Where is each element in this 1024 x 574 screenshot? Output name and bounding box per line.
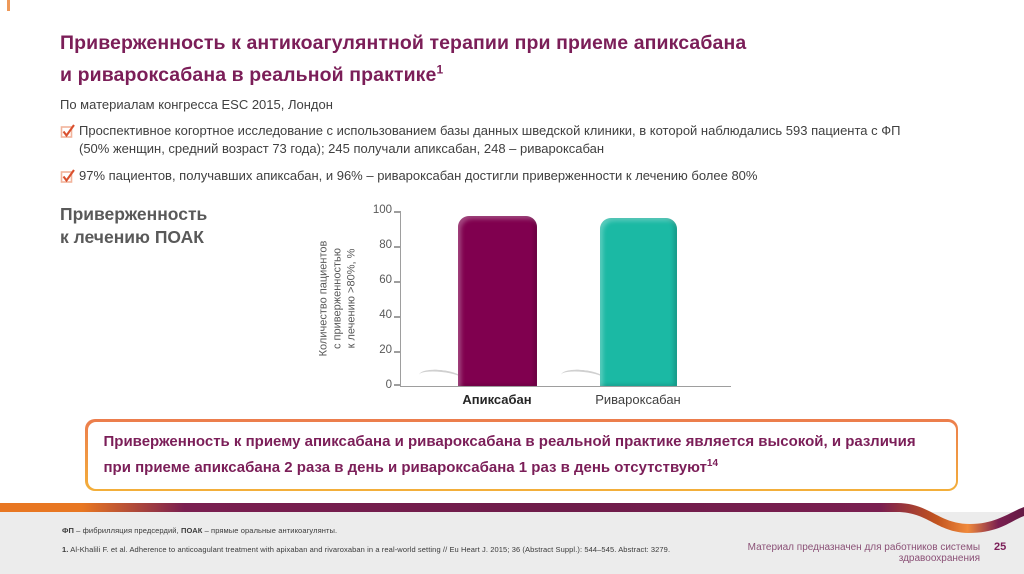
- bullet-list: Проспективное когортное исследование с и…: [60, 122, 920, 198]
- conclusion-superscript: 14: [706, 457, 719, 469]
- bullet-item-study: Проспективное когортное исследование с и…: [60, 122, 920, 158]
- ribbon-wave-decoration: [0, 503, 1024, 533]
- title-superscript: 1: [436, 62, 444, 76]
- title-line1: Приверженность к антикоагулянтной терапи…: [60, 32, 746, 54]
- bar-base-shadow: [418, 367, 464, 387]
- reference-number: 1.: [62, 545, 69, 554]
- x-category-label-rivaroxaban: Ривароксабан: [595, 392, 681, 407]
- checkbox-check-icon: [60, 123, 76, 144]
- conclusion-bold: апиксабана: [304, 432, 391, 450]
- conclusion-part: 2 раза в день и ривароксабана 1 раз в де…: [280, 458, 707, 476]
- y-tick-mark: [394, 384, 400, 386]
- conclusion-highlight-box: Приверженность к приему апиксабана и рив…: [85, 419, 958, 491]
- footnote-abbreviations: ФП – фибрилляция предсердий, ПОАК – прям…: [62, 526, 337, 535]
- y-tick-mark: [394, 316, 400, 318]
- bar-rivaroxaban: [600, 218, 677, 386]
- title-text-regular: Приверженность к антикоагулянтной терапи…: [60, 32, 634, 54]
- congress-subtitle: По материалам конгресса ESC 2015, Лондон: [60, 97, 333, 112]
- footnote-abbr: ПОАК: [180, 526, 203, 535]
- bullet-item-result: 97% пациентов, получавших апиксабан, и 9…: [60, 167, 920, 189]
- y-tick-label: 100: [372, 204, 392, 216]
- y-axis-label-line: с приверженностью: [331, 248, 344, 349]
- conclusion-part: и ривароксабана в реальной практике явля…: [103, 432, 916, 476]
- footnote-reference: 1. Al-Khalili F. et al. Adherence to ant…: [62, 545, 670, 554]
- footnote-abbr: ФП: [62, 526, 74, 535]
- y-tick-mark: [394, 281, 400, 283]
- audience-disclaimer: Материал предназначен для работников сис…: [747, 542, 980, 564]
- y-tick-mark: [394, 211, 400, 213]
- conclusion-part: Приверженность к приему: [103, 432, 305, 450]
- conclusion-text: Приверженность к приему апиксабана и рив…: [87, 421, 956, 489]
- x-category-label-apixaban: Апиксабан: [462, 392, 532, 407]
- y-tick-label: 0: [385, 379, 392, 391]
- footnote-text: – фибрилляция предсердий,: [74, 526, 181, 535]
- title-text-line2: и ривароксабана в реальной практике: [60, 63, 437, 86]
- footnote-text: – прямые оральные антикоагулянты.: [202, 526, 338, 535]
- title-line2: и ривароксабана в реальной практике1: [60, 62, 444, 86]
- slide-title: Приверженность к антикоагулянтной терапи…: [60, 30, 940, 88]
- page-number: 25: [994, 541, 1007, 553]
- y-tick-label: 20: [379, 344, 392, 356]
- chart-side-title-line1: Приверженность: [60, 204, 208, 224]
- top-left-accent-mark: [7, 0, 10, 11]
- bullet-text: 97% пациентов, получавших апиксабан, и 9…: [79, 168, 758, 183]
- y-axis-label-line: Количество пациентов: [317, 240, 330, 357]
- bar-base-shadow: [560, 367, 606, 387]
- chart-side-title: Приверженность к лечению ПОАК: [60, 203, 207, 249]
- checkbox-check-icon: [60, 168, 76, 189]
- chart-side-title-line2: к лечению ПОАК: [60, 227, 204, 247]
- title-text-bold: апиксабана: [633, 32, 747, 54]
- reference-text: Al-Khalili F. et al. Adherence to antico…: [68, 545, 671, 554]
- bar-apixaban: [458, 216, 537, 386]
- bullet-text: Проспективное когортное исследование с и…: [79, 123, 901, 156]
- y-tick-mark: [394, 246, 400, 248]
- bar-chart-plot-area: [394, 211, 731, 387]
- y-tick-mark: [394, 351, 400, 353]
- y-tick-label: 80: [379, 239, 392, 251]
- conclusion-bold: апиксабана: [194, 458, 281, 476]
- y-tick-label: 60: [379, 274, 392, 286]
- footer-background: [0, 512, 1024, 574]
- y-tick-label: 40: [379, 309, 392, 321]
